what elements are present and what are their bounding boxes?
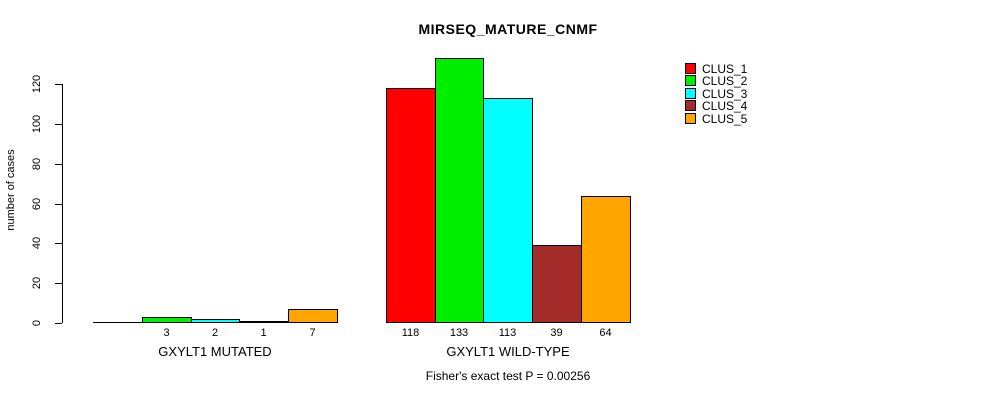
bar-value-label: 39 bbox=[550, 327, 563, 339]
y-axis-tick-label: 80 bbox=[31, 157, 43, 171]
y-axis-label: number of cases bbox=[5, 149, 17, 231]
y-axis-tick bbox=[55, 323, 62, 324]
bar-value-label: 1 bbox=[260, 327, 267, 339]
y-axis-tick bbox=[55, 124, 62, 125]
bar-clus_5 bbox=[288, 309, 338, 323]
legend-label: CLUS_4 bbox=[702, 99, 748, 113]
y-axis-tick-label: 0 bbox=[31, 319, 43, 327]
y-axis-tick bbox=[55, 204, 62, 205]
bar-value-label: 2 bbox=[211, 327, 219, 339]
y-axis-tick-label: 40 bbox=[31, 236, 43, 250]
legend-swatch-clus_1 bbox=[685, 63, 696, 74]
bar-value-label: 118 bbox=[401, 327, 420, 339]
chart-title: MIRSEQ_MATURE_CNMF bbox=[418, 21, 598, 37]
y-axis-tick-label: 60 bbox=[31, 197, 43, 211]
bar-clus_3 bbox=[483, 98, 533, 323]
legend-label: CLUS_1 bbox=[702, 62, 748, 76]
legend-label: CLUS_3 bbox=[702, 87, 748, 101]
bar-value-label: 7 bbox=[309, 327, 316, 339]
bar-value-label: 3 bbox=[163, 327, 170, 339]
bar-clus_1 bbox=[386, 88, 436, 323]
bar-value-label: 64 bbox=[599, 327, 612, 339]
legend-swatch-clus_4 bbox=[685, 100, 696, 111]
y-axis-tick bbox=[55, 84, 62, 85]
bar-value-label: 113 bbox=[498, 327, 517, 339]
bar-clus_4 bbox=[239, 321, 289, 323]
bar-clus_3 bbox=[191, 319, 240, 323]
legend-label: CLUS_5 bbox=[702, 112, 748, 126]
legend-swatch-clus_3 bbox=[685, 88, 696, 99]
bar-value-label: 133 bbox=[449, 327, 469, 339]
y-axis-tick bbox=[55, 283, 62, 284]
x-group-label: GXYLT1 MUTATED bbox=[158, 344, 272, 359]
y-axis-line bbox=[62, 84, 63, 323]
fisher-test-annotation: Fisher's exact test P = 0.00256 bbox=[425, 369, 591, 383]
y-axis-tick-label: 120 bbox=[31, 74, 43, 94]
bar-clus_2 bbox=[435, 58, 484, 323]
legend-swatch-clus_5 bbox=[685, 113, 696, 124]
y-axis-tick-label: 100 bbox=[31, 114, 43, 134]
bar-clus_4 bbox=[532, 245, 582, 323]
legend-label: CLUS_2 bbox=[702, 74, 748, 88]
bar-clus_2 bbox=[142, 317, 192, 323]
y-axis-tick-label: 20 bbox=[31, 276, 43, 290]
x-group-label: GXYLT1 WILD-TYPE bbox=[446, 344, 570, 359]
bar-clus_5 bbox=[581, 196, 631, 323]
legend-swatch-clus_2 bbox=[685, 75, 696, 86]
y-axis-tick bbox=[55, 243, 62, 244]
y-axis-tick bbox=[55, 164, 62, 165]
